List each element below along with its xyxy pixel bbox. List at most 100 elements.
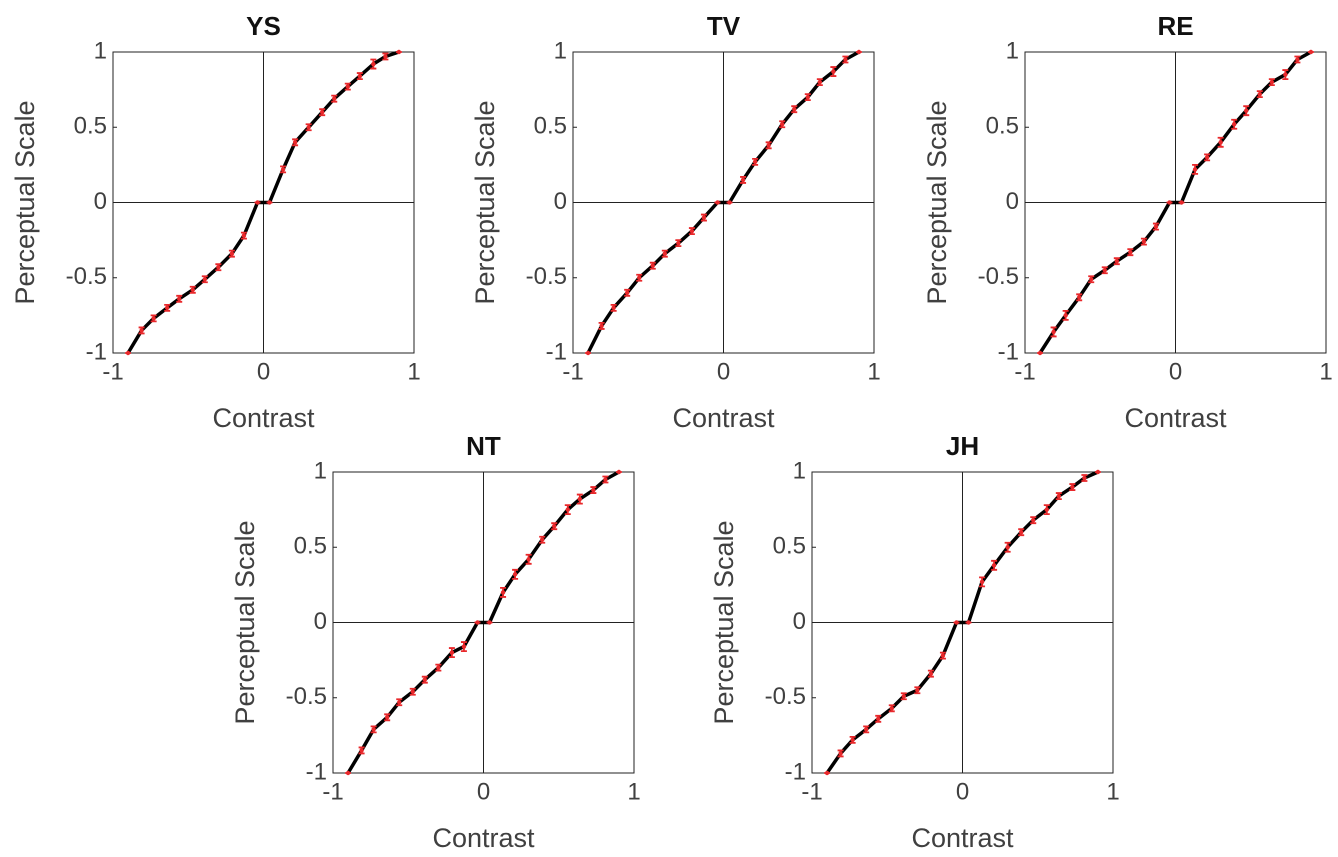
chart-title: RE (1157, 11, 1193, 41)
y-tick-label: 0.5 (294, 533, 327, 560)
y-axis-label: Perceptual Scale (230, 520, 260, 724)
y-tick-label: -0.5 (286, 683, 327, 710)
data-point (139, 328, 144, 333)
data-point (624, 290, 630, 295)
data-point (1044, 507, 1049, 512)
data-point (384, 715, 390, 720)
data-point (1128, 249, 1133, 255)
data-point (928, 671, 934, 676)
data-point (889, 706, 894, 711)
data-point (371, 61, 376, 67)
y-tick-label: 0 (1006, 188, 1019, 215)
data-point (229, 251, 235, 256)
data-point (727, 200, 732, 205)
data-point (1051, 329, 1056, 335)
fit-line (825, 470, 1099, 774)
subplot: -1 -0.5 0 0.5 1 -1 0 1 YS Contrast Perceptual Scal… (10, 11, 421, 433)
fit-line (586, 50, 860, 354)
data-point (591, 487, 596, 493)
data-point (611, 305, 616, 311)
data-point (1070, 484, 1075, 490)
y-tick-label: 0 (554, 188, 567, 215)
data-point (319, 110, 325, 115)
x-tick-label: -1 (322, 778, 343, 805)
data-point (164, 305, 170, 311)
x-tick-label: -1 (102, 358, 123, 385)
data-point (359, 748, 364, 753)
x-tick-label: -1 (801, 778, 822, 805)
y-tick-label: 0 (793, 608, 806, 635)
y-tick-label: 1 (554, 37, 567, 64)
data-point (292, 140, 298, 145)
y-tick-label: 0.5 (534, 113, 567, 140)
data-point (125, 350, 131, 356)
data-point (1244, 108, 1249, 113)
data-point (1257, 91, 1262, 97)
x-axis-label: Contrast (432, 823, 535, 853)
data-point (1204, 155, 1210, 160)
data-point (662, 251, 668, 256)
x-axis-label: Contrast (1124, 403, 1227, 433)
y-tick-label: 0.5 (986, 113, 1019, 140)
y-tick-label: 1 (314, 457, 327, 484)
data-point (752, 159, 758, 165)
data-point (715, 200, 720, 205)
data-point (1141, 239, 1147, 244)
data-point (1018, 530, 1024, 535)
data-point (1037, 350, 1043, 356)
chart-title: NT (466, 431, 501, 461)
fit-line (126, 50, 400, 354)
y-tick-label: -1 (785, 758, 806, 785)
y-tick-label: 1 (793, 457, 806, 484)
data-point (202, 277, 208, 282)
y-tick-label: -1 (86, 338, 107, 365)
data-point (1153, 224, 1159, 229)
data-point (255, 200, 260, 205)
data-point (410, 689, 415, 694)
y-axis-label: Perceptual Scale (10, 100, 40, 304)
x-tick-label: 0 (257, 358, 270, 385)
data-point (216, 265, 221, 270)
data-point (512, 572, 518, 577)
y-tick-label: -1 (546, 338, 567, 365)
data-point (1005, 545, 1010, 550)
data-point (966, 620, 971, 625)
x-tick-label: 1 (867, 358, 880, 385)
data-point (487, 620, 492, 625)
data-point (345, 770, 351, 776)
data-point (461, 644, 467, 649)
x-axis-label: Contrast (212, 403, 315, 433)
data-point (650, 263, 655, 268)
data-point (577, 496, 583, 502)
data-point (876, 716, 881, 722)
data-point (850, 737, 855, 743)
x-tick-label: 0 (477, 778, 490, 805)
y-tick-label: 1 (94, 37, 107, 64)
data-point (1076, 295, 1082, 300)
y-tick-label: 0 (314, 608, 327, 635)
data-point (1218, 140, 1223, 145)
data-point (345, 84, 350, 89)
x-tick-label: 0 (717, 358, 730, 385)
data-point (449, 650, 455, 655)
x-tick-label: 1 (1106, 778, 1119, 805)
data-point (1308, 49, 1314, 55)
data-point (357, 73, 363, 79)
y-tick-label: -1 (306, 758, 327, 785)
y-tick-label: -0.5 (526, 263, 567, 290)
subplot: -1 -0.5 0 0.5 1 -1 0 1 JH Contrast Perceptual Scal… (709, 431, 1120, 853)
data-point (856, 49, 862, 55)
data-point (863, 727, 869, 732)
data-point (689, 228, 695, 234)
data-point (1283, 72, 1288, 77)
x-tick-label: 1 (1319, 358, 1332, 385)
data-point (805, 94, 810, 100)
data-point (831, 69, 836, 74)
data-point (585, 350, 591, 356)
data-point (177, 296, 182, 302)
data-point (190, 287, 195, 292)
y-tick-label: -0.5 (66, 263, 107, 290)
data-point (1089, 277, 1094, 282)
data-point (539, 537, 545, 542)
